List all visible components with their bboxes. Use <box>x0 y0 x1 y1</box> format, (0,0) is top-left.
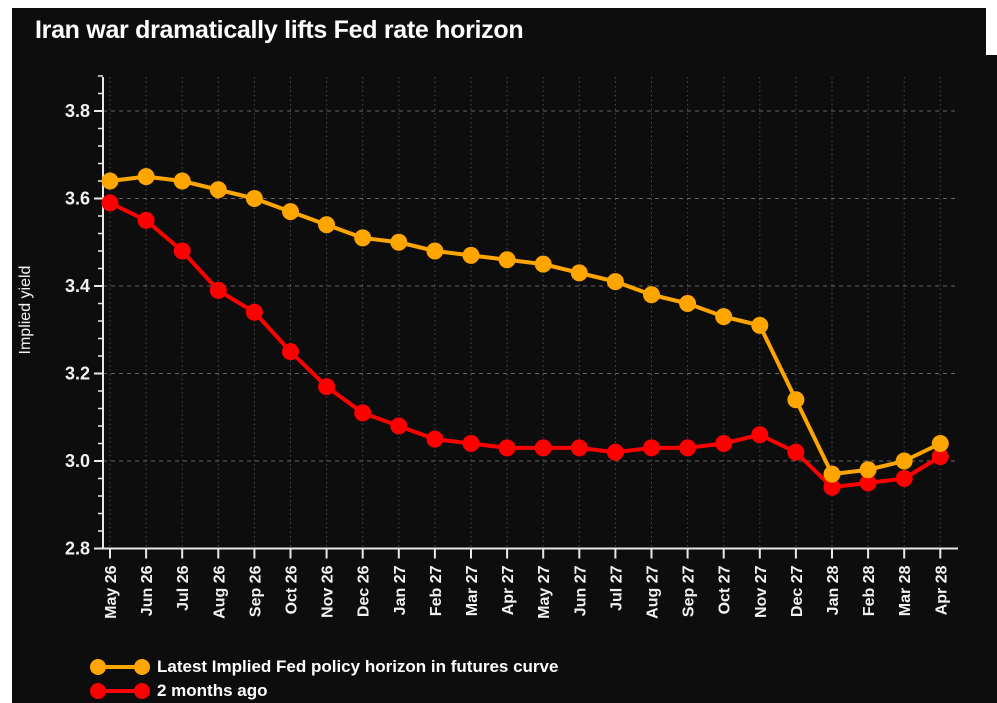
x-tick-label: Dec 27 <box>789 565 806 617</box>
series-point-1-21 <box>859 474 877 492</box>
series-point-0-16 <box>679 295 697 312</box>
series-point-0-21 <box>859 461 877 479</box>
series-point-1-17 <box>715 435 733 452</box>
series-point-0-13 <box>570 264 588 282</box>
series-point-1-19 <box>787 443 805 461</box>
series-point-1-8 <box>390 417 408 435</box>
x-tick-label: Aug 27 <box>645 565 662 618</box>
series-point-0-0 <box>101 172 119 190</box>
x-tick-label: Oct 27 <box>717 565 734 614</box>
series-point-0-3 <box>209 181 227 199</box>
series-point-1-6 <box>318 378 336 396</box>
chart-title: Iran war dramatically lifts Fed rate hor… <box>35 16 524 44</box>
y-tick-label: 3.2 <box>65 364 90 384</box>
series-point-1-13 <box>570 439 588 457</box>
x-tick-label: May 26 <box>103 565 120 618</box>
series-point-0-11 <box>498 251 516 269</box>
series-point-1-7 <box>354 404 372 422</box>
series-point-0-12 <box>534 255 552 273</box>
legend-marker-line-icon <box>90 659 150 675</box>
series-point-0-14 <box>606 273 624 291</box>
series-point-1-23 <box>931 448 949 466</box>
legend-label: Latest Implied Fed policy horizon in fut… <box>157 657 559 676</box>
x-tick-label: Jun 27 <box>572 565 589 616</box>
series-point-1-4 <box>245 303 263 321</box>
series-point-1-9 <box>426 430 444 448</box>
x-tick-label: Jan 27 <box>392 565 409 615</box>
y-tick-label: 3.4 <box>65 276 90 296</box>
series-point-0-1 <box>137 168 155 186</box>
x-tick-label: Aug 26 <box>211 565 228 618</box>
x-tick-label: Mar 27 <box>464 565 481 616</box>
chart-legend: Latest Implied Fed policy horizon in fut… <box>89 655 558 703</box>
x-tick-label: Mar 28 <box>897 565 914 616</box>
series-point-0-20 <box>823 465 841 483</box>
x-tick-label: Jul 26 <box>175 565 192 610</box>
series-point-0-2 <box>173 172 191 190</box>
chart-panel-right-fill <box>986 55 997 703</box>
series-point-1-5 <box>282 343 299 361</box>
x-tick-label: Apr 28 <box>933 565 950 615</box>
series-point-1-2 <box>173 242 191 260</box>
series-point-0-4 <box>245 190 263 207</box>
series-point-0-23 <box>931 435 949 452</box>
series-point-0-5 <box>282 203 299 221</box>
series-point-0-7 <box>354 229 372 247</box>
series-point-1-22 <box>895 470 913 487</box>
series-point-0-8 <box>390 233 408 251</box>
series-point-0-15 <box>643 286 660 304</box>
y-tick-label: 3.8 <box>65 101 90 121</box>
chart-panel <box>12 8 986 703</box>
fed-rate-chart: Implied yield 2.8 3.0 3.2 3.4 3.6 3.8 May 26 Ju… <box>17 75 958 619</box>
series-point-0-18 <box>751 316 769 334</box>
series-point-1-3 <box>209 281 227 299</box>
series-point-1-15 <box>643 439 660 457</box>
series-point-0-6 <box>318 216 336 234</box>
series-point-0-22 <box>895 452 913 470</box>
x-tick-label: Jan 28 <box>825 565 842 615</box>
x-tick-label: Jun 26 <box>139 565 156 616</box>
x-tick-label: Sep 27 <box>681 565 698 617</box>
series-point-1-11 <box>498 439 516 457</box>
x-tick-label: Feb 27 <box>428 565 445 616</box>
series-point-1-16 <box>679 439 697 457</box>
legend-item-two-months-ago: 2 months ago <box>89 679 558 703</box>
series-point-1-0 <box>101 194 119 212</box>
series-line-0 <box>109 174 942 477</box>
x-tick-label: Oct 26 <box>284 565 301 614</box>
series-point-0-19 <box>787 391 805 409</box>
x-tick-label: Nov 26 <box>320 565 337 618</box>
legend-marker-line-icon <box>90 683 150 699</box>
x-tick-label: Dec 26 <box>356 565 373 617</box>
x-tick-label: Jul 27 <box>608 565 625 610</box>
y-axis-title: Implied yield <box>17 266 34 355</box>
y-tick-label: 3.0 <box>65 451 90 471</box>
legend-label: 2 months ago <box>157 681 268 700</box>
x-tick-label: Sep 26 <box>247 565 264 617</box>
series-point-0-17 <box>715 308 733 326</box>
x-tick-label: Feb 28 <box>861 565 878 616</box>
y-tick-label: 2.8 <box>65 539 90 559</box>
series-point-1-10 <box>462 435 480 452</box>
series-point-1-12 <box>534 439 552 457</box>
series-point-1-1 <box>137 211 155 229</box>
series-point-1-18 <box>751 426 769 444</box>
x-tick-label: May 27 <box>536 565 553 618</box>
series-point-1-20 <box>823 478 841 496</box>
legend-item-latest: Latest Implied Fed policy horizon in fut… <box>89 655 558 679</box>
y-tick-label: 3.6 <box>65 189 90 209</box>
series-point-1-14 <box>606 443 624 461</box>
x-tick-label: Apr 27 <box>500 565 517 615</box>
x-tick-label: Nov 27 <box>753 565 770 618</box>
series-point-0-10 <box>462 246 480 264</box>
series-point-0-9 <box>426 242 444 260</box>
